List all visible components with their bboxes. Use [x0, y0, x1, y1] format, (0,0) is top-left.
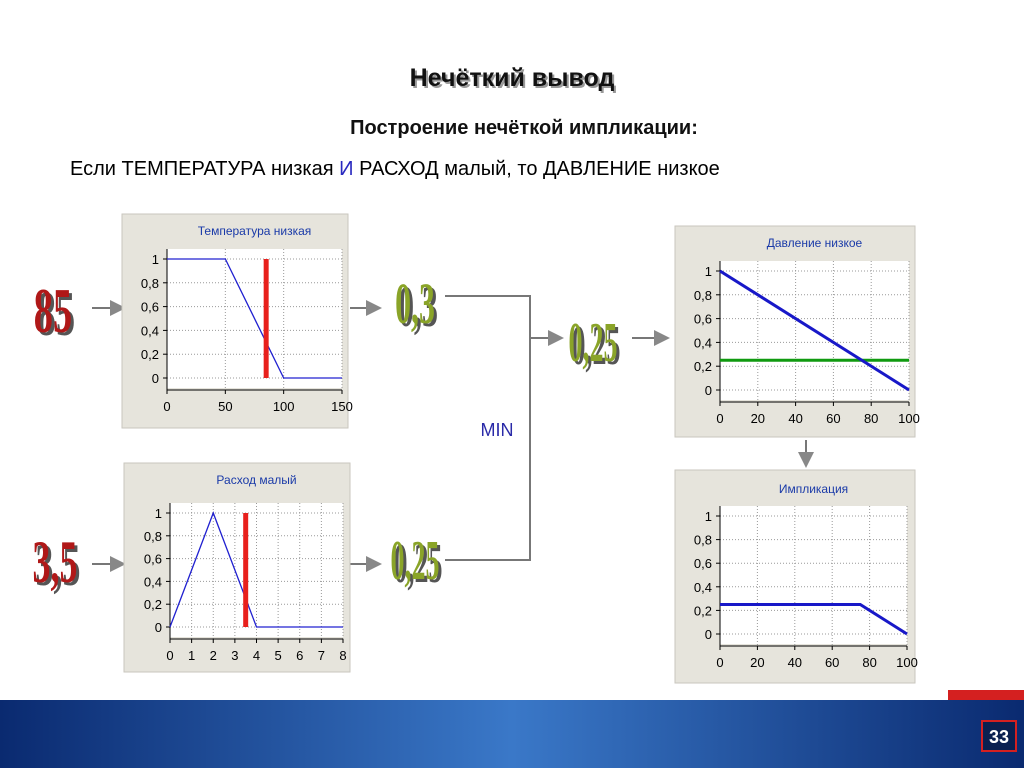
- y-tick-label: 0: [155, 620, 162, 635]
- x-tick-label: 60: [826, 411, 840, 426]
- x-tick-label: 0: [716, 655, 723, 670]
- y-tick-label: 1: [705, 264, 712, 279]
- degree-shadow: 0,3: [398, 275, 438, 339]
- membership-line: [167, 258, 342, 379]
- membership-line: [719, 269, 910, 392]
- chart-title: Температура низкая: [198, 224, 312, 238]
- x-tick-label: 7: [318, 648, 325, 663]
- big-labels: 85 85 3,5 3,5 0,3 0,3 0,25 0,25 0,25 0,2…: [33, 272, 621, 598]
- x-tick-label: 3: [231, 648, 238, 663]
- rule-part: Если ТЕМПЕРАТУРА низкая: [70, 158, 340, 180]
- x-tick-label: 8: [339, 648, 346, 663]
- y-tick-label: 0,8: [694, 288, 712, 303]
- y-tick-label: 0,4: [694, 580, 712, 595]
- degree-value: 0,25: [391, 530, 440, 592]
- y-tick-label: 1: [155, 506, 162, 521]
- x-tick-label: 20: [750, 655, 764, 670]
- y-tick-label: 1: [705, 509, 712, 524]
- y-tick-label: 0,4: [141, 323, 159, 338]
- x-tick-label: 150: [331, 399, 353, 414]
- input-shadow: 85: [37, 279, 75, 349]
- chart-title: Расход малый: [216, 473, 296, 487]
- degree-shadow: 0,25: [394, 533, 443, 595]
- result-value: 0,25: [569, 312, 618, 374]
- page-number-box: [981, 720, 1017, 752]
- x-tick-label: 100: [273, 399, 295, 414]
- y-tick-label: 0,4: [694, 335, 712, 350]
- input-value: 85: [34, 276, 72, 346]
- y-tick-label: 1: [152, 252, 159, 267]
- y-tick-label: 0,2: [694, 603, 712, 618]
- plot-area: [720, 506, 907, 644]
- y-tick-label: 0,2: [694, 359, 712, 374]
- membership-line: [169, 511, 343, 628]
- x-tick-label: 80: [862, 655, 876, 670]
- subtitle: Построение нечёткой импликации:: [350, 117, 698, 139]
- input-shadow: 3,5: [36, 532, 81, 599]
- rule-text: Если ТЕМПЕРАТУРА низкая И РАСХОД малый, …: [70, 158, 720, 181]
- x-tick-label: 40: [788, 655, 802, 670]
- y-tick-label: 0,2: [141, 347, 159, 362]
- y-tick-label: 0: [705, 627, 712, 642]
- x-tick-label: 80: [864, 411, 878, 426]
- x-tick-label: 20: [751, 411, 765, 426]
- footer-stripe: [948, 690, 1024, 700]
- operator-label: MIN: [481, 420, 514, 440]
- y-tick-label: 0,8: [694, 533, 712, 548]
- result-shadow: 0,25: [572, 315, 621, 377]
- x-tick-label: 1: [188, 648, 195, 663]
- y-tick-label: 0,6: [694, 556, 712, 571]
- y-tick-label: 0,2: [144, 597, 162, 612]
- y-tick-label: 0,8: [144, 529, 162, 544]
- x-tick-label: 2: [210, 648, 217, 663]
- title: Нечёткий вывод: [410, 64, 615, 92]
- x-tick-label: 0: [166, 648, 173, 663]
- title-shadow: Нечёткий вывод: [412, 66, 617, 94]
- input-value: 3,5: [33, 529, 78, 596]
- y-tick-label: 0,8: [141, 276, 159, 291]
- y-tick-label: 0,6: [694, 312, 712, 327]
- connectors: [92, 295, 814, 572]
- x-tick-label: 100: [898, 411, 920, 426]
- page-number: 33: [989, 727, 1009, 747]
- membership-line: [720, 603, 908, 636]
- x-tick-label: 40: [788, 411, 802, 426]
- x-tick-label: 100: [896, 655, 918, 670]
- degree-value: 0,3: [395, 272, 435, 336]
- y-tick-label: 0,4: [144, 574, 162, 589]
- rule-part: РАСХОД малый, то ДАВЛЕНИЕ низкое: [353, 158, 720, 180]
- chart-title: Давление низкое: [767, 236, 863, 250]
- y-tick-label: 0,6: [141, 300, 159, 315]
- x-tick-label: 0: [163, 399, 170, 414]
- x-tick-label: 4: [253, 648, 260, 663]
- chart-title: Импликация: [779, 482, 848, 496]
- footer-band: [0, 700, 1024, 768]
- x-tick-label: 50: [218, 399, 232, 414]
- x-tick-label: 60: [825, 655, 839, 670]
- y-tick-label: 0: [152, 371, 159, 386]
- x-tick-label: 6: [296, 648, 303, 663]
- rule-and: И: [339, 158, 354, 180]
- x-tick-label: 0: [716, 411, 723, 426]
- y-tick-label: 0,6: [144, 552, 162, 567]
- y-tick-label: 0: [705, 383, 712, 398]
- x-tick-label: 5: [275, 648, 282, 663]
